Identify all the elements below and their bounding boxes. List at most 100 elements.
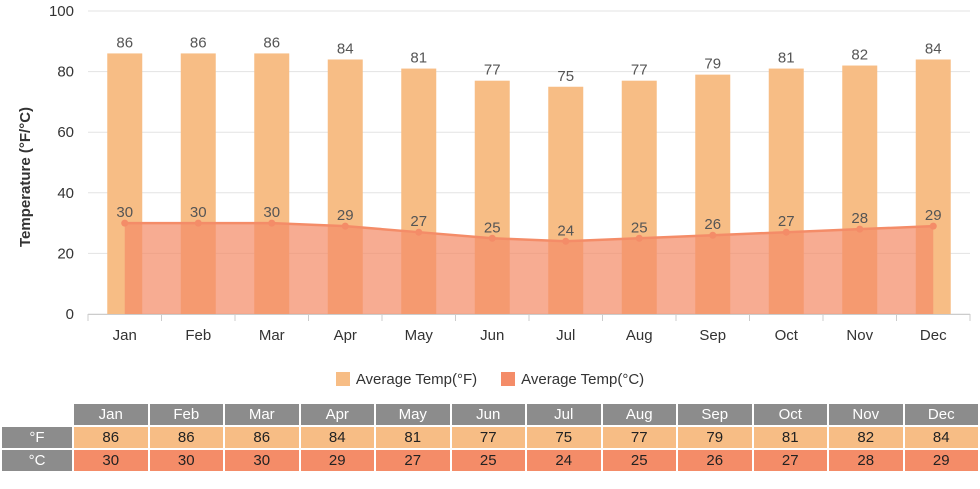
table-month-header: Dec — [904, 404, 978, 425]
point-celsius — [341, 222, 349, 230]
temperature-table: Jan Feb Mar Apr May Jun Jul Aug Sep Oct … — [0, 402, 980, 473]
celsius-area — [121, 219, 937, 314]
table-cell: 84 — [300, 427, 374, 448]
table-cell: 30 — [149, 450, 223, 471]
legend-swatch-celsius — [501, 372, 516, 386]
x-tick-label: May — [405, 327, 434, 344]
table-month-header: Jul — [527, 404, 601, 425]
data-label-celsius: 28 — [851, 210, 868, 227]
data-label-celsius: 29 — [337, 207, 354, 224]
table-cell: 77 — [451, 427, 525, 448]
y-tick-label: 60 — [57, 124, 74, 141]
chart: 0 20 40 60 80 100 Temperature (°F/°C) Jan Feb M… — [17, 3, 971, 344]
legend-swatch-fahrenheit — [335, 372, 350, 386]
legend-item-celsius[interactable]: Average Temp(°C) — [501, 371, 644, 388]
x-tick-label: Nov — [846, 327, 873, 344]
table-cell: 25 — [602, 450, 676, 471]
data-label-celsius: 30 — [190, 204, 207, 221]
data-label-fahrenheit: 81 — [778, 50, 795, 67]
point-celsius — [562, 237, 570, 245]
table-cell: 26 — [678, 450, 752, 471]
point-celsius — [488, 234, 496, 242]
data-label-celsius: 25 — [484, 219, 501, 236]
x-tick-label: Jun — [480, 327, 504, 344]
table-cell: 30 — [225, 450, 299, 471]
x-tick-label: Jul — [556, 327, 575, 344]
point-celsius — [194, 219, 202, 227]
y-tick-label: 40 — [57, 185, 74, 202]
table-cell: 27 — [376, 450, 450, 471]
table-cell: 27 — [753, 450, 827, 471]
data-label-fahrenheit: 75 — [557, 68, 574, 85]
y-axis-title: Temperature (°F/°C) — [17, 107, 34, 247]
point-celsius — [635, 234, 643, 242]
legend-item-fahrenheit[interactable]: Average Temp(°F) — [335, 370, 478, 388]
point-celsius — [929, 222, 937, 230]
line-celsius — [124, 221, 934, 243]
table-row-celsius: °C 30 30 30 29 27 25 24 25 26 27 28 29 — [2, 450, 978, 471]
table-cell: 86 — [74, 427, 148, 448]
table-cell: 86 — [225, 427, 299, 448]
x-tick-label: Jan — [113, 327, 137, 344]
point-celsius — [856, 225, 864, 233]
data-label-fahrenheit: 84 — [337, 40, 354, 57]
x-tick-label: Mar — [259, 327, 285, 344]
data-label-fahrenheit: 77 — [631, 62, 648, 79]
y-tick-label: 20 — [57, 245, 74, 262]
table-cell: 28 — [829, 450, 903, 471]
x-tick-label: Feb — [185, 327, 211, 344]
data-label-celsius: 30 — [263, 204, 280, 221]
point-celsius — [121, 219, 129, 227]
y-tick-label: 0 — [66, 306, 74, 323]
table-cell: 30 — [74, 450, 148, 471]
data-label-fahrenheit: 77 — [484, 62, 501, 79]
table-cell: 29 — [904, 450, 978, 471]
table-cell: 84 — [904, 427, 978, 448]
data-label-celsius: 30 — [116, 204, 133, 221]
table-cell: 82 — [829, 427, 903, 448]
table-cell: 24 — [527, 450, 601, 471]
legend-label-fahrenheit: Average Temp(°F) — [355, 370, 478, 388]
table-row-label: °C — [2, 450, 72, 471]
table-corner — [2, 404, 72, 425]
x-axis: Jan Feb Mar Apr May Jun Jul Aug Sep Oct Nov Dec — [87, 314, 971, 344]
table-cell: 25 — [451, 450, 525, 471]
data-label-fahrenheit: 81 — [410, 50, 427, 67]
data-label-fahrenheit: 84 — [925, 40, 942, 57]
x-tick-label: Apr — [334, 327, 357, 344]
point-celsius — [415, 228, 423, 236]
legend-label-celsius: Average Temp(°C) — [521, 370, 645, 388]
table-cell: 79 — [678, 427, 752, 448]
table-month-header: Apr — [300, 404, 374, 425]
x-tick-label: Aug — [626, 327, 653, 344]
x-tick-label: Sep — [699, 327, 726, 344]
table-cell: 81 — [753, 427, 827, 448]
data-label-fahrenheit: 86 — [190, 34, 207, 51]
table-month-header: Sep — [678, 404, 752, 425]
data-label-celsius: 27 — [778, 213, 795, 230]
table-month-header: Nov — [829, 404, 903, 425]
area-celsius-fill — [124, 223, 934, 314]
table-cell: 77 — [602, 427, 676, 448]
data-label-celsius: 27 — [410, 213, 427, 230]
table-month-header: Feb — [149, 404, 223, 425]
legend: Average Temp(°F) Average Temp(°C) — [0, 369, 980, 389]
table-cell: 81 — [376, 427, 450, 448]
table-month-header: Oct — [753, 404, 827, 425]
data-label-fahrenheit: 82 — [851, 47, 868, 64]
table-cell: 86 — [149, 427, 223, 448]
data-labels: 86 86 86 84 81 77 75 77 79 81 82 84 30 30 30 29 27 25 24 25… — [116, 34, 941, 239]
data-label-celsius: 25 — [631, 219, 648, 236]
table-header-row: Jan Feb Mar Apr May Jun Jul Aug Sep Oct … — [2, 404, 978, 425]
table-month-header: Mar — [225, 404, 299, 425]
point-celsius — [782, 228, 790, 236]
point-celsius — [709, 231, 717, 239]
x-tick-label: Dec — [920, 327, 947, 344]
data-label-fahrenheit: 79 — [704, 56, 721, 73]
table-month-header: Aug — [602, 404, 676, 425]
data-label-celsius: 29 — [925, 207, 942, 224]
table-month-header: May — [376, 404, 450, 425]
data-label-celsius: 26 — [704, 216, 721, 233]
data-label-celsius: 24 — [557, 222, 574, 239]
x-tick-label: Oct — [775, 327, 799, 344]
